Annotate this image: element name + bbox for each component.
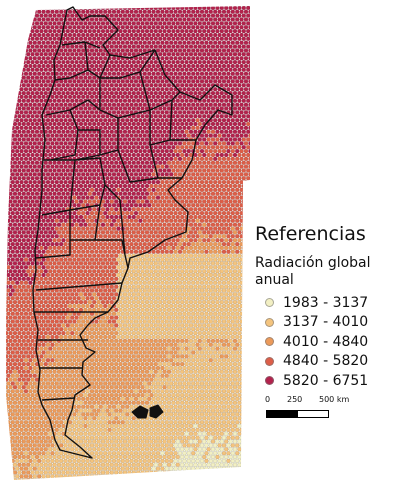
legend-swatch-5820-6751 bbox=[265, 376, 274, 386]
scale-label-250: 250 bbox=[287, 395, 303, 404]
scale-segment-black bbox=[267, 411, 297, 417]
province-boundaries bbox=[34, 41, 196, 401]
legend-item: 4840 - 5820 bbox=[255, 352, 400, 372]
malvinas-islands bbox=[131, 404, 164, 419]
legend-item: 3137 - 4010 bbox=[255, 313, 400, 333]
legend-label: 4010 - 4840 bbox=[283, 333, 369, 350]
legend-item: 5820 - 6751 bbox=[255, 371, 400, 391]
scale-bar: 0 250 500 km bbox=[265, 395, 349, 425]
scale-bar-graphic bbox=[266, 410, 329, 418]
legend-label: 5820 - 6751 bbox=[283, 372, 369, 389]
scale-segment-white bbox=[297, 411, 328, 417]
legend-label: 1983 - 3137 bbox=[283, 294, 369, 311]
admin-boundaries-layer bbox=[32, 6, 233, 459]
legend-list: 1983 - 3137 3137 - 4010 4010 - 4840 4840… bbox=[255, 293, 400, 391]
scale-label-0: 0 bbox=[265, 395, 271, 404]
scale-label-500: 500 km bbox=[319, 395, 350, 404]
legend-subtitle: Radiación global anual bbox=[255, 255, 371, 288]
legend-swatch-4010-4840 bbox=[265, 337, 274, 347]
legend-item: 4010 - 4840 bbox=[255, 332, 400, 352]
legend-swatch-4840-5820 bbox=[265, 356, 274, 366]
radiation-grid-layer bbox=[6, 6, 250, 480]
legend-title: Referencias bbox=[255, 223, 366, 245]
map-legend: Referencias Radiación global anual 1983 … bbox=[255, 223, 400, 391]
legend-label: 3137 - 4010 bbox=[283, 314, 369, 331]
argentina-outline bbox=[32, 6, 233, 459]
legend-item: 1983 - 3137 bbox=[255, 293, 400, 313]
legend-swatch-3137-4010 bbox=[265, 317, 274, 327]
legend-label: 4840 - 5820 bbox=[283, 353, 369, 370]
legend-swatch-1983-3137 bbox=[265, 298, 274, 308]
